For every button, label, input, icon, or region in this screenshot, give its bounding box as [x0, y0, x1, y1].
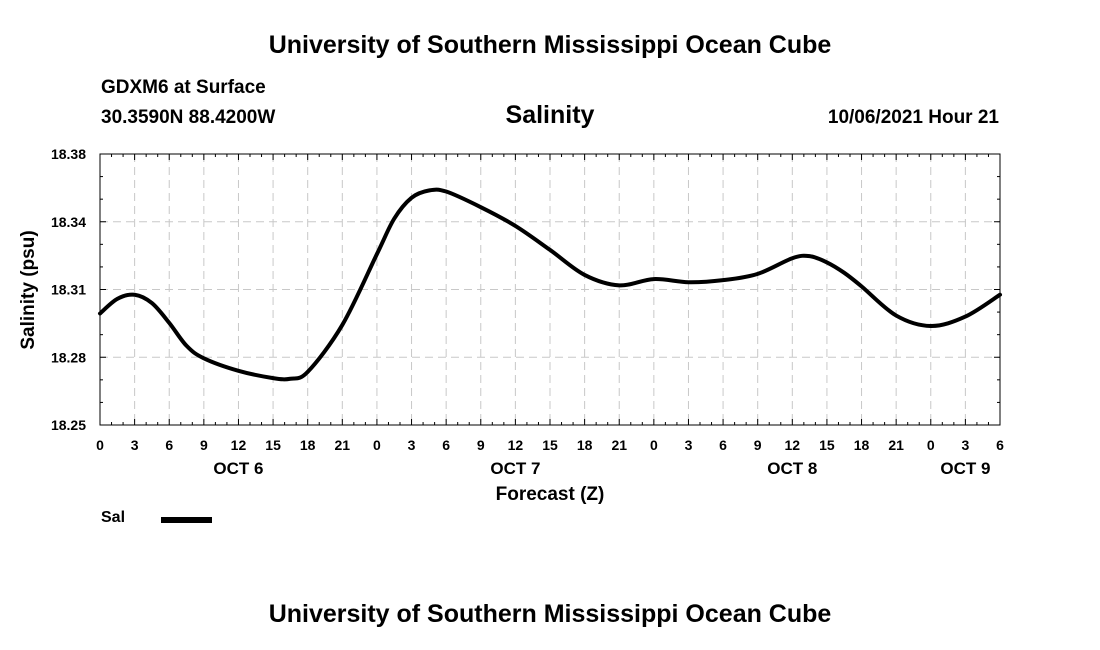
x-tick-label: 3	[131, 437, 139, 453]
x-tick-label: 3	[408, 437, 416, 453]
top-title: University of Southern Mississippi Ocean…	[268, 31, 832, 59]
x-tick-label: 3	[685, 437, 693, 453]
x-tick-label: 21	[335, 437, 351, 453]
x-tick-label: 0	[373, 437, 381, 453]
date-label: OCT 9	[940, 459, 990, 478]
x-tick-label: 0	[650, 437, 658, 453]
x-tick-label: 9	[200, 437, 208, 453]
x-tick-label: 21	[888, 437, 904, 453]
x-tick-label: 15	[819, 437, 835, 453]
legend-label: Sal	[101, 509, 126, 526]
x-tick-label: 18	[300, 437, 316, 453]
y-tick-label: 18.38	[51, 146, 86, 162]
series-line-sal	[98, 187, 1002, 382]
legend-swatch	[161, 517, 212, 523]
x-tick-label: 6	[996, 437, 1004, 453]
x-tick-label: 12	[785, 437, 801, 453]
series-layer	[98, 187, 1002, 382]
x-tick-label: 6	[719, 437, 727, 453]
x-tick-label: 0	[927, 437, 935, 453]
bottom-title: University of Southern Mississippi Ocean…	[268, 600, 832, 628]
x-tick-label: 0	[96, 437, 104, 453]
date-label: OCT 8	[767, 459, 817, 478]
x-axis-title: Forecast (Z)	[496, 484, 605, 505]
x-tick-label: 3	[961, 437, 969, 453]
x-tick-label: 9	[477, 437, 485, 453]
x-tick-label: 6	[442, 437, 450, 453]
y-tick-label: 18.31	[51, 282, 86, 298]
label-layer: 18.38 18.34 18.31 18.28 18.25 0 3 6 9 12 15 18 21 0 3 6…	[51, 146, 1004, 478]
date-label: OCT 6	[213, 459, 263, 478]
x-tick-label: 18	[854, 437, 870, 453]
x-tick-label: 15	[542, 437, 558, 453]
y-tick-label: 18.25	[51, 417, 86, 433]
x-tick-label: 15	[265, 437, 281, 453]
variable-title: Salinity	[505, 101, 595, 129]
x-tick-label: 9	[754, 437, 762, 453]
x-tick-label: 6	[165, 437, 173, 453]
plot-frame	[99, 153, 1001, 426]
datetime-label: 10/06/2021 Hour 21	[827, 107, 999, 128]
grid-layer	[100, 154, 1000, 425]
date-label: OCT 7	[490, 459, 540, 478]
y-tick-label: 18.34	[51, 214, 86, 230]
y-axis-title: Salinity (psu)	[18, 230, 39, 349]
y-tick-label: 18.28	[51, 349, 86, 365]
x-tick-label: 21	[611, 437, 627, 453]
x-tick-label: 18	[577, 437, 593, 453]
x-tick-label: 12	[231, 437, 247, 453]
x-tick-label: 12	[508, 437, 524, 453]
coordinates-label: 30.3590N 88.4200W	[101, 107, 276, 128]
station-label: GDXM6 at Surface	[101, 77, 266, 98]
